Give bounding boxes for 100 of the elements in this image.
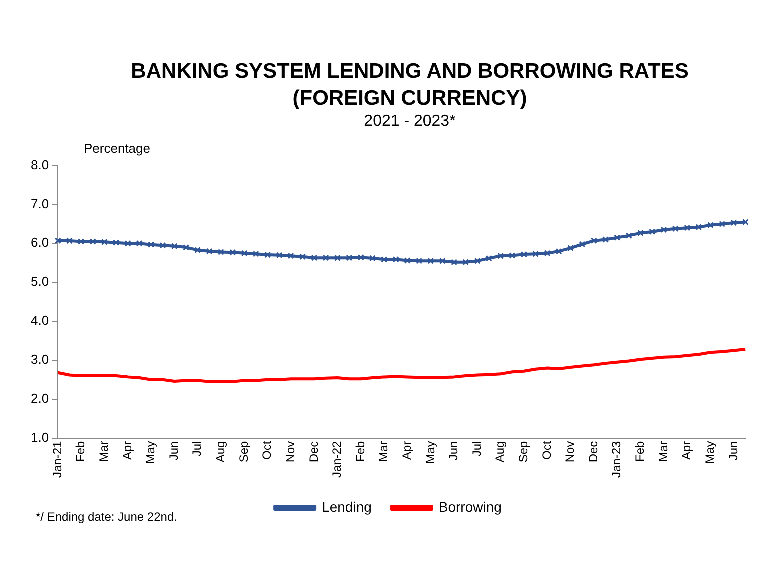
point <box>78 238 85 245</box>
point <box>160 242 166 249</box>
point <box>334 254 341 262</box>
point <box>264 252 272 258</box>
point <box>568 245 574 252</box>
x-tick-label: Mar <box>96 441 111 462</box>
point <box>101 238 108 246</box>
y-axis-title: Percentage <box>84 141 150 156</box>
x-tick-label: Jul <box>190 441 204 457</box>
point <box>451 259 458 266</box>
y-tick-label: 2.0 <box>30 390 50 406</box>
x-tick-label: Mar <box>656 441 670 462</box>
point <box>509 252 516 259</box>
point <box>171 243 178 250</box>
y-tick-label: 8.0 <box>30 157 50 172</box>
point <box>358 254 364 261</box>
y-tick-label: 4.0 <box>30 313 50 328</box>
x-tick-label: Jun <box>446 441 461 461</box>
point <box>579 241 586 248</box>
point <box>346 254 353 262</box>
point <box>136 240 143 247</box>
x-tick-label: Feb <box>74 440 88 462</box>
point <box>66 238 73 244</box>
point <box>544 250 551 257</box>
x-tick-label: Feb <box>353 440 368 462</box>
x-tick-label: Jun <box>726 441 740 461</box>
point <box>392 256 400 263</box>
x-tick-label: Sep <box>236 440 251 463</box>
point <box>230 249 236 256</box>
point <box>707 222 714 229</box>
point <box>742 219 749 226</box>
x-tick-label: May <box>144 441 158 464</box>
point <box>672 226 679 232</box>
point <box>556 248 562 255</box>
point <box>439 258 446 264</box>
point <box>206 248 213 255</box>
point <box>730 220 738 226</box>
point <box>148 242 155 248</box>
y-tick-label: 1.0 <box>30 430 50 445</box>
y-tick-label: 3.0 <box>30 352 50 368</box>
x-tick-label: Jun <box>166 441 181 461</box>
point <box>602 236 609 243</box>
point <box>241 250 248 257</box>
x-tick-label: Aug <box>214 441 228 463</box>
point <box>252 250 260 258</box>
point <box>124 240 132 247</box>
point <box>54 238 62 244</box>
point <box>183 244 190 251</box>
x-tick-label: Oct <box>540 440 554 460</box>
x-tick-label: Aug <box>493 441 508 463</box>
x-tick-label: Mar <box>376 441 391 462</box>
x-tick-label: Nov <box>283 441 298 463</box>
point <box>520 251 528 258</box>
x-tick-label: Apr <box>680 441 694 460</box>
point <box>649 228 656 236</box>
y-tick-label: 6.0 <box>30 235 50 250</box>
x-tick-label: May <box>423 441 438 464</box>
point <box>696 224 702 231</box>
x-tick-label: Jan-22 <box>330 440 344 478</box>
x-tick-label: Dec <box>306 441 321 463</box>
point <box>486 255 492 262</box>
point <box>719 220 726 228</box>
point <box>90 238 96 245</box>
point <box>498 252 504 260</box>
point <box>369 255 376 262</box>
point <box>381 256 388 263</box>
point <box>416 258 423 264</box>
y-tick-label: 5.0 <box>30 274 50 290</box>
point <box>428 258 434 264</box>
point <box>194 247 202 254</box>
x-tick-label: Nov <box>563 441 578 463</box>
x-tick-label: Apr <box>120 441 134 460</box>
y-tick-label: 7.0 <box>30 196 50 212</box>
x-tick-label: Jul <box>470 441 484 457</box>
legend-label: Lending <box>322 498 372 515</box>
chart-title: BANKING SYSTEM LENDING AND BORROWING RATES (FOREIGN CURRENCY) <box>130 59 690 112</box>
chart-subtitle: 2021 - 2023* <box>363 113 457 131</box>
x-tick-label: Sep <box>516 440 531 463</box>
text: */ Ending date: June 22nd. <box>36 510 178 524</box>
point <box>311 254 318 262</box>
point <box>626 232 632 240</box>
point <box>218 249 224 256</box>
point <box>300 254 306 260</box>
point <box>660 226 668 234</box>
point <box>404 258 411 264</box>
x-tick-label: Jan-21 <box>50 440 64 478</box>
point <box>474 258 481 264</box>
point <box>614 234 621 242</box>
x-tick-label: May <box>702 441 717 464</box>
point <box>590 238 598 244</box>
point <box>276 252 283 259</box>
x-tick-label: Dec <box>586 441 600 463</box>
point <box>113 240 120 246</box>
point <box>638 230 644 236</box>
point <box>462 259 470 266</box>
point <box>288 252 294 260</box>
x-tick-label: Apr <box>400 441 414 460</box>
point <box>322 254 330 262</box>
x-tick-label: Feb <box>633 440 648 462</box>
legend-label: Borrowing <box>438 498 502 515</box>
